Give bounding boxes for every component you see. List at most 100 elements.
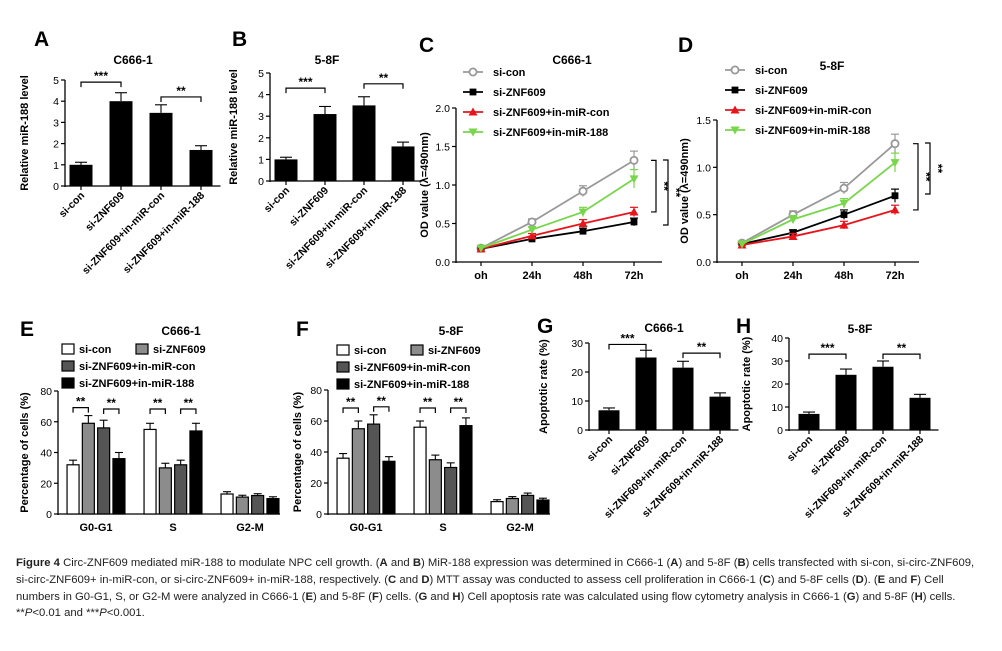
series-si-znf609 — [477, 217, 638, 253]
caption-body: (A and B) MiR-188 expression was determi… — [16, 557, 974, 619]
significance-bracket — [80, 81, 122, 88]
y-tick-label: 1.5 — [696, 115, 711, 127]
bar — [235, 496, 249, 515]
data-point — [890, 139, 900, 149]
bar — [521, 494, 535, 515]
y-tick-label: 10 — [571, 396, 583, 408]
data-point — [890, 205, 900, 214]
y-tick-label: 40 — [40, 448, 52, 460]
x-tick-label: 72h — [886, 270, 905, 282]
significance-bracket — [651, 159, 657, 213]
significance-label: ** — [76, 395, 86, 409]
x-tick-label: 48h — [574, 270, 593, 282]
chart-panel-c: C C666-1 OD value (λ=490nm) 0.0 0.5 1.0 1.5 2.0… — [419, 34, 683, 282]
y-tick-label: 5 — [53, 75, 59, 87]
bar — [112, 458, 126, 515]
x-tick-label: S — [439, 522, 446, 534]
significance-label: ** — [107, 396, 117, 410]
legend-label: si-ZNF609+in-miR-con — [755, 105, 872, 117]
data-point — [737, 240, 747, 249]
series-line — [741, 209, 896, 246]
legend-swatch — [410, 344, 424, 356]
significance-bracket — [682, 352, 721, 359]
series-line — [480, 159, 635, 249]
y-tick-label: 2 — [53, 139, 59, 151]
data-point — [578, 219, 588, 227]
y-axis-label: Relative miR-188 level — [228, 69, 240, 185]
legend-label: si-ZNF609 — [493, 87, 546, 99]
data-point — [630, 218, 638, 226]
bar — [158, 467, 172, 515]
y-tick-label: 0.5 — [435, 219, 450, 231]
figure-caption: Figure 4 Circ-ZNF609 mediated miR-188 to… — [16, 555, 988, 622]
chart-title: C666-1 — [644, 321, 684, 335]
data-point — [839, 220, 849, 229]
y-tick-label: 20 — [40, 478, 52, 490]
bar — [313, 114, 337, 181]
caption-panel-ref: C — [762, 573, 771, 586]
data-point — [476, 244, 486, 253]
data-point — [730, 126, 740, 135]
legend-swatch — [336, 378, 350, 390]
series-line — [741, 194, 896, 245]
caption-text: ( — [372, 557, 380, 569]
y-axis-label: OD value (λ=490nm) — [679, 138, 691, 244]
significance-label: *** — [94, 69, 108, 83]
x-tick-label: oh — [474, 270, 488, 282]
significance-label: ** — [919, 172, 933, 182]
panel-letter: H — [736, 315, 751, 338]
series-line — [480, 221, 635, 250]
y-tick-label: 0 — [53, 181, 59, 193]
y-axis-label: Apoptotic rate (%) — [741, 336, 753, 431]
significance-label: ** — [176, 84, 186, 98]
x-tick-label: G0-G1 — [349, 522, 382, 534]
caption-text: ) and 5-8F ( — [678, 557, 738, 569]
data-point — [788, 215, 798, 224]
data-point — [629, 175, 639, 184]
legend-swatch — [135, 343, 149, 355]
bar — [505, 497, 519, 515]
caption-panel-ref: G — [418, 590, 428, 603]
bar — [444, 466, 458, 515]
legend: si-con si-ZNF609 si-ZNF609+in-miR-con si-ZN… — [463, 67, 610, 139]
series-line — [480, 178, 635, 249]
significance-label: ** — [897, 341, 907, 355]
x-tick-label: si-ZNF609+in-miR-188 — [121, 190, 207, 276]
legend: si-con si-ZNF609 si-ZNF609+in-miR-con si-ZN… — [725, 65, 872, 137]
y-tick-label: 80 — [40, 386, 52, 398]
data-point — [579, 227, 587, 235]
y-tick-label: 0 — [46, 509, 52, 521]
chart-title: 5-8F — [439, 324, 464, 338]
significance-bracket — [450, 407, 467, 413]
caption-panel-ref: F — [910, 573, 918, 586]
significance-label: ** — [931, 164, 945, 174]
caption-pvalue: **P — [16, 607, 33, 620]
data-point — [839, 183, 849, 193]
chart-title: 5-8F — [820, 59, 845, 73]
y-tick-label: 0.5 — [696, 210, 711, 222]
significance-bracket — [808, 353, 847, 360]
significance-bracket — [149, 408, 166, 414]
legend: si-con si-ZNF609 si-ZNF609+in-miR-con si-ZN… — [336, 344, 481, 391]
chart-panel-f: F 5-8F Percentage of cells (%) 0 20 40 60 80 G0-… — [292, 318, 550, 534]
bar — [835, 374, 857, 430]
chart-title: C666-1 — [552, 53, 592, 67]
bar — [352, 105, 376, 181]
legend-label: si-ZNF609+in-miR-con — [354, 362, 471, 374]
bar — [81, 422, 95, 515]
y-axis-label: Percentage of cells (%) — [292, 391, 304, 512]
data-point — [730, 105, 740, 114]
bar — [143, 428, 157, 515]
bar — [266, 498, 280, 515]
x-tick-label: si-con — [585, 434, 615, 464]
legend-swatch — [336, 361, 350, 373]
caption-panel-ref: F — [372, 590, 379, 603]
caption-panel-ref: A — [670, 557, 679, 569]
bar — [174, 464, 188, 515]
y-tick-label: 20 — [310, 478, 322, 490]
bar — [109, 101, 133, 186]
legend-label: si-con — [755, 65, 788, 77]
data-point — [731, 86, 739, 94]
bar — [598, 410, 620, 430]
